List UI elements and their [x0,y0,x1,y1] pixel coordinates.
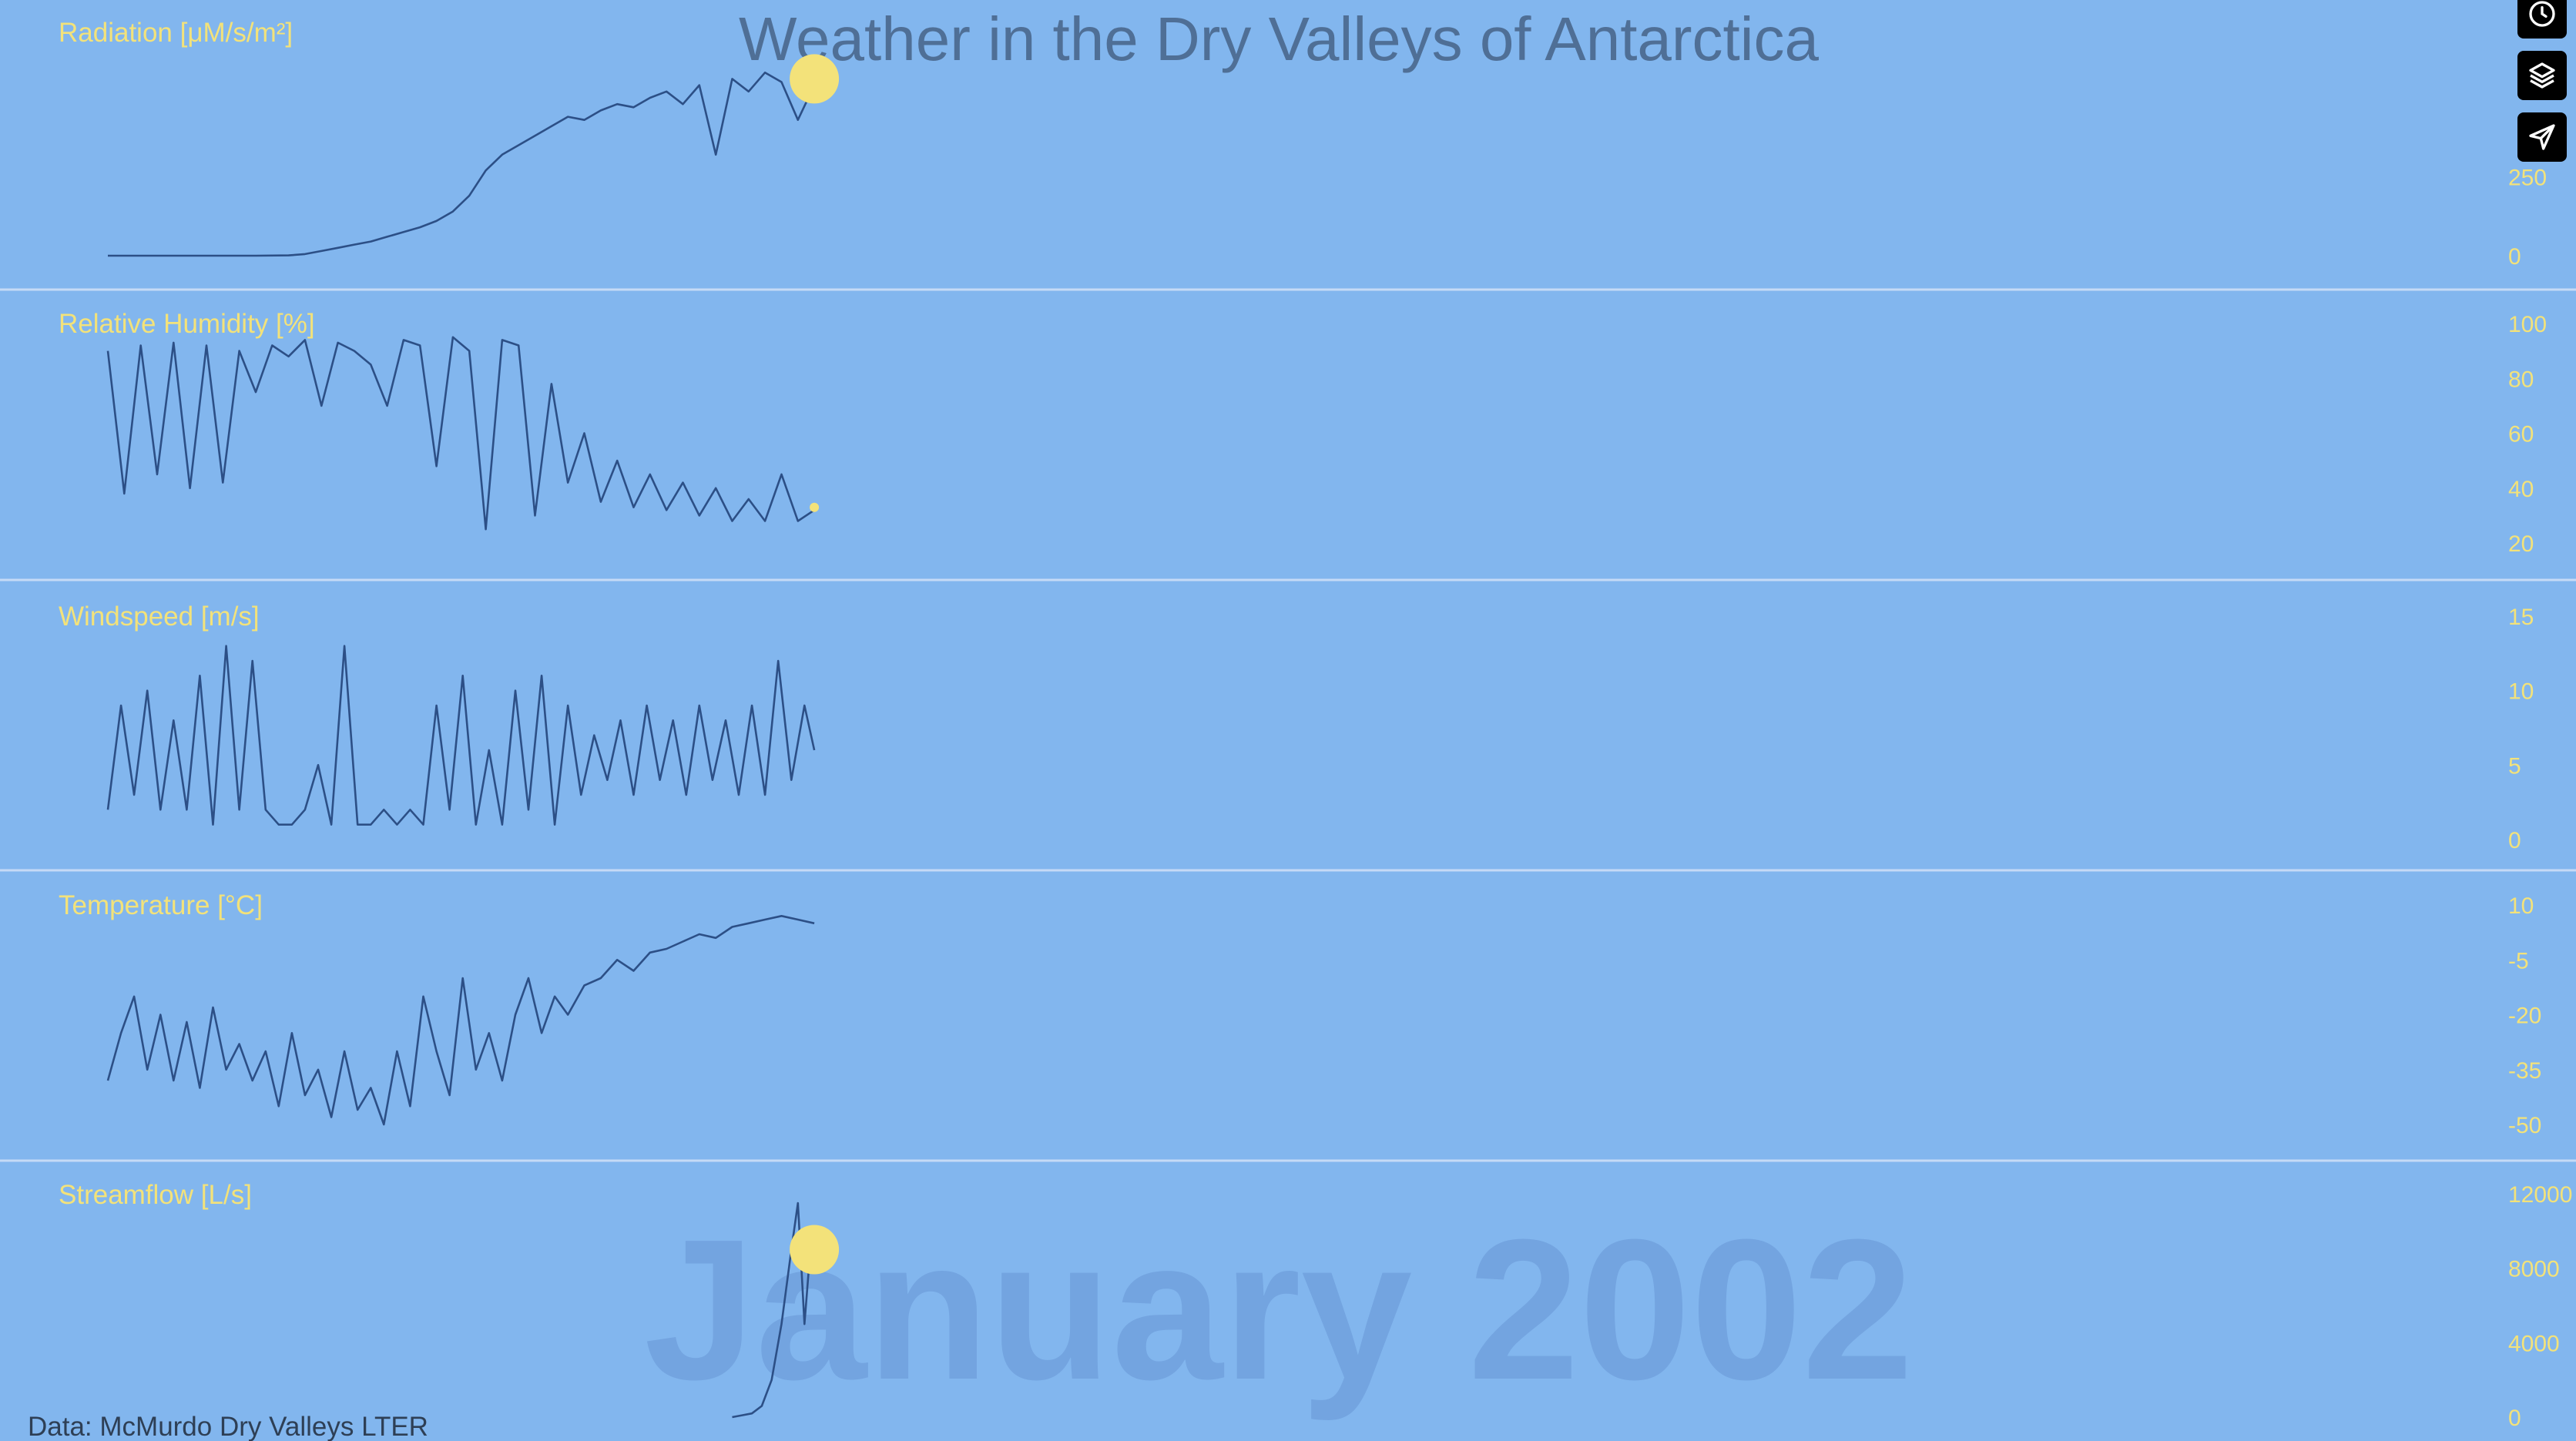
clock-icon [2529,1,2555,27]
radiation-title: Radiation [μM/s/m²] [59,18,293,48]
radiation-y-tick: 0 [2508,244,2521,270]
windspeed-y-tick: 10 [2508,679,2534,705]
streamflow-y-tick: 0 [2508,1406,2521,1431]
temperature-y-tick: -50 [2508,1113,2541,1138]
temperature-y-tick: -35 [2508,1058,2541,1084]
layers-button[interactable] [2517,51,2567,100]
temperature-y-tick: -5 [2508,948,2529,974]
temperature-y-tick: 10 [2508,893,2534,919]
tick-layer: 025020406080100051015-50-35-20-510040008… [2508,166,2572,1432]
radiation-marker [790,54,840,104]
period-watermark: January 2002 [644,1198,1914,1423]
temperature-line [106,915,815,1126]
humidity-y-tick: 60 [2508,422,2534,447]
windspeed-y-tick: 15 [2508,605,2534,630]
windspeed-y-tick: 5 [2508,753,2521,779]
streamflow-title: Streamflow [L/s] [59,1180,252,1210]
layers-icon [2529,62,2555,89]
share-button[interactable] [2517,112,2567,162]
temperature-y-tick: -20 [2508,1004,2541,1029]
windspeed-y-tick: 0 [2508,828,2521,853]
marker-layer [790,54,840,1275]
page-title: Weather in the Dry Valleys of Antarctica [739,5,1820,73]
temperature-title: Temperature [°C] [59,890,263,920]
radiation-line [108,71,816,257]
series-layer [106,71,816,1419]
humidity-title: Relative Humidity [%] [59,309,315,339]
share-icon [2529,124,2555,150]
radiation-y-tick: 250 [2508,166,2547,191]
windspeed-title: Windspeed [m/s] [59,602,260,632]
humidity-marker [810,502,820,512]
humidity-y-tick: 80 [2508,367,2534,392]
humidity-y-tick: 100 [2508,312,2547,337]
data-credit: Data: McMurdo Dry Valleys LTER [28,1412,428,1441]
humidity-y-tick: 40 [2508,477,2534,502]
streamflow-y-tick: 8000 [2508,1257,2560,1282]
humidity-line [106,336,815,531]
windspeed-line [106,645,816,826]
humidity-y-tick: 20 [2508,531,2534,557]
streamflow-line [732,1201,816,1419]
history-button[interactable] [2517,0,2567,39]
streamflow-marker [790,1225,840,1275]
streamflow-y-tick: 4000 [2508,1331,2560,1356]
streamflow-y-tick: 12000 [2508,1182,2572,1208]
